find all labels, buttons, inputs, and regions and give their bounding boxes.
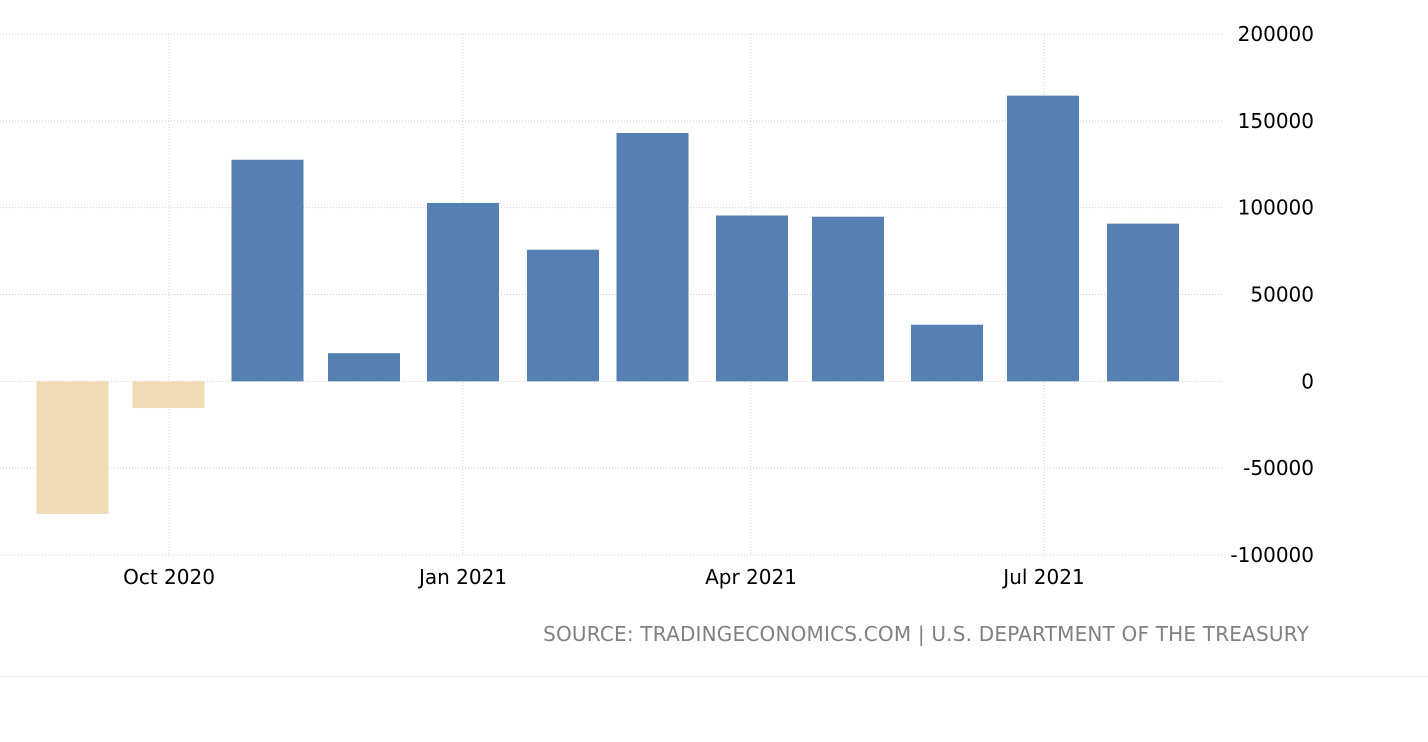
x-tick-label: Apr 2021 [705,565,797,589]
x-axis: Oct 2020 Jan 2021 Apr 2021 Jul 2021 [123,565,1085,589]
source-caption: SOURCE: TRADINGECONOMICS.COM | U.S. DEPA… [543,622,1309,646]
y-tick-label: 200000 [1238,22,1314,46]
x-tick-label: Oct 2020 [123,565,215,589]
bar-mar-2021[interactable] [616,132,689,382]
bar-aug-2021[interactable] [1107,223,1179,382]
bars [36,95,1179,515]
bar-jun-2021[interactable] [911,324,983,382]
bar-sep-2020[interactable] [36,381,109,515]
y-tick-label: 100000 [1238,196,1314,220]
y-tick-label: -50000 [1243,456,1314,480]
x-tick-label: Jan 2021 [417,565,507,589]
bar-chart: 200000 150000 100000 50000 0 -50000 -100… [0,22,1314,589]
bar-feb-2021[interactable] [527,249,599,382]
bar-may-2021[interactable] [812,216,884,382]
y-tick-label: 50000 [1250,283,1314,307]
y-tick-label: 150000 [1238,109,1314,133]
bar-dec-2020[interactable] [328,353,400,382]
bar-oct-2020[interactable] [132,381,205,409]
bar-apr-2021[interactable] [716,215,788,382]
y-tick-label: 0 [1301,369,1314,393]
y-tick-label: -100000 [1230,543,1314,567]
bar-nov-2020[interactable] [231,159,304,382]
bar-jul-2021[interactable] [1007,95,1079,382]
y-axis: 200000 150000 100000 50000 0 -50000 -100… [1230,22,1314,567]
footer-divider [0,676,1428,677]
x-tick-label: Jul 2021 [1001,565,1084,589]
bar-jan-2021[interactable] [427,202,499,382]
